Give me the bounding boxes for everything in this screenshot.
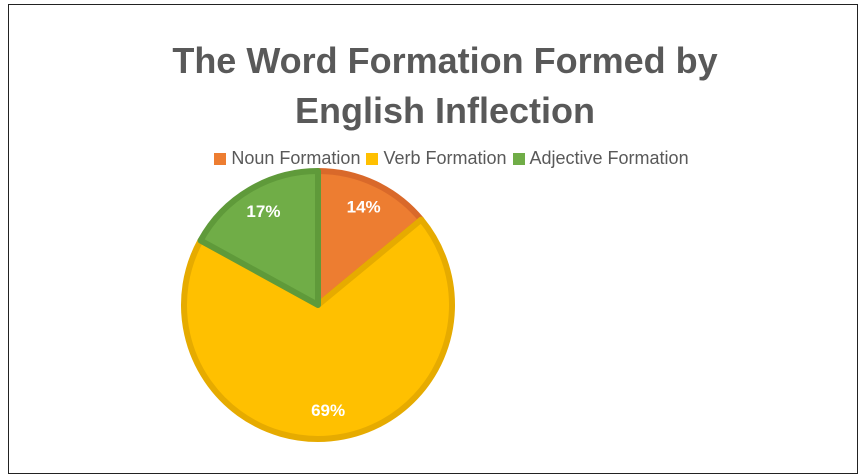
legend-item: Verb Formation [366,148,507,169]
data-label: 17% [246,202,280,221]
chart-title: The Word Formation Formed by English Inf… [172,40,718,131]
legend-swatch [512,152,525,165]
legend: Noun Formation Verb Formation Adjective Fo… [0,148,865,169]
data-label: 69% [311,401,345,420]
data-label: 14% [347,197,381,216]
legend-label: Verb Formation [383,148,507,168]
pie-slice [315,168,425,308]
legend-swatch [366,152,379,165]
legend-item: Noun Formation [214,148,360,169]
legend-item: Adjective Formation [512,148,689,169]
pie-slice [197,168,321,308]
page: 14% 69% 17% The Word Formation Formed by E… [0,4,865,474]
legend-swatch [214,152,227,165]
pie-slice [181,216,455,442]
pie-chart: 14% 69% 17% [181,168,455,442]
legend-label: Noun Formation [231,148,361,168]
legend-label: Adjective Formation [529,148,689,168]
